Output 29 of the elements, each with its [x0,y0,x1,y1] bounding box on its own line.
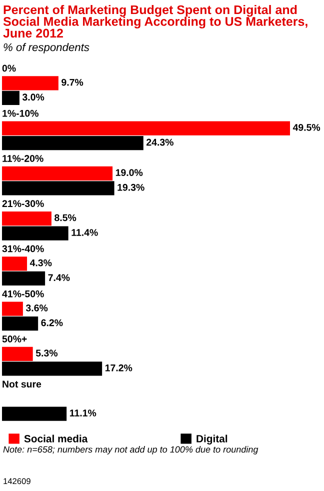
y-tick-label: 11%-20% [2,155,44,162]
legend-label: Social media [24,434,88,442]
data-label: 11.1% [70,410,96,416]
data-label: 9.7% [62,78,84,86]
data-label: 17.2% [105,364,132,372]
data-label: 6.2% [41,319,63,326]
text: Note: n=658; numbers may not add up to 100% due to rounding [3,446,258,454]
data-label: 19.3% [118,184,144,191]
data-label: 19.0% [116,169,143,176]
data-label: 7.4% [48,274,70,282]
chart-title: Percent of Marketing Budget Spent on Digital and Social Media Marketing According to US Marketers, June 2012 [3,5,308,38]
data-label: 11.4% [72,229,98,236]
y-tick-label: 0% [2,64,16,72]
y-tick-label: 31%-40% [2,245,44,252]
data-label: 5.3% [36,350,58,357]
data-label: 8.5% [54,214,76,222]
y-tick-label: 1%-10% [2,110,38,117]
y-tick-label: 50%+ [2,336,27,342]
y-tick-label: Not sure [2,380,42,388]
text: 142609 [4,478,30,484]
chart-subtitle: % of respondents [4,43,90,54]
data-label: 3.0% [22,94,44,101]
data-label: 4.3% [30,259,52,266]
legend-label: Digital [196,434,228,444]
data-label: 49.5% [292,124,320,131]
y-tick-label: 41%-50% [2,290,44,298]
data-label: 3.6% [26,304,48,312]
data-label: 24.3% [146,138,174,146]
y-tick-label: 21%-30% [2,200,44,208]
